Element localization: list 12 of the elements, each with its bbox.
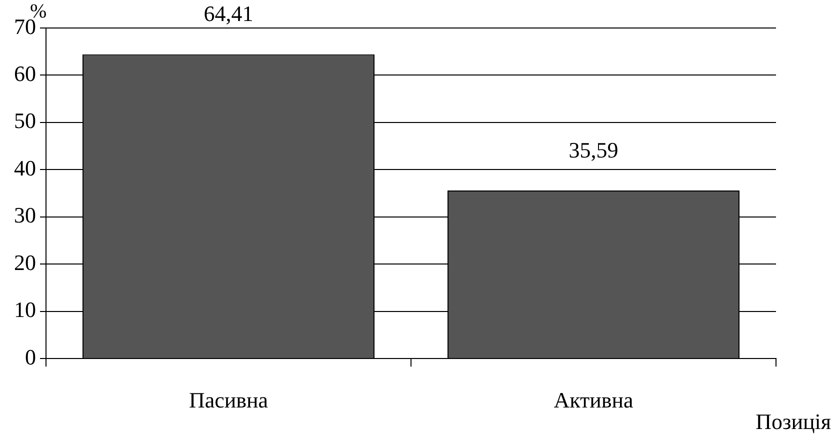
x-axis-title: Позиція	[756, 408, 831, 434]
y-tick-label: 30	[14, 202, 36, 228]
y-tick-label: 40	[14, 155, 36, 180]
data-label: 35,59	[568, 137, 618, 162]
y-tick-label: 10	[14, 297, 36, 322]
y-tick-label: 20	[14, 250, 36, 275]
y-tick-label: 60	[14, 61, 36, 86]
x-tick-label: Пасивна	[188, 388, 268, 413]
data-label: 64,41	[204, 1, 254, 26]
x-tick-label: Активна	[554, 388, 634, 413]
y-tick-label: 0	[25, 344, 36, 370]
y-tick-label: 50	[14, 108, 36, 134]
